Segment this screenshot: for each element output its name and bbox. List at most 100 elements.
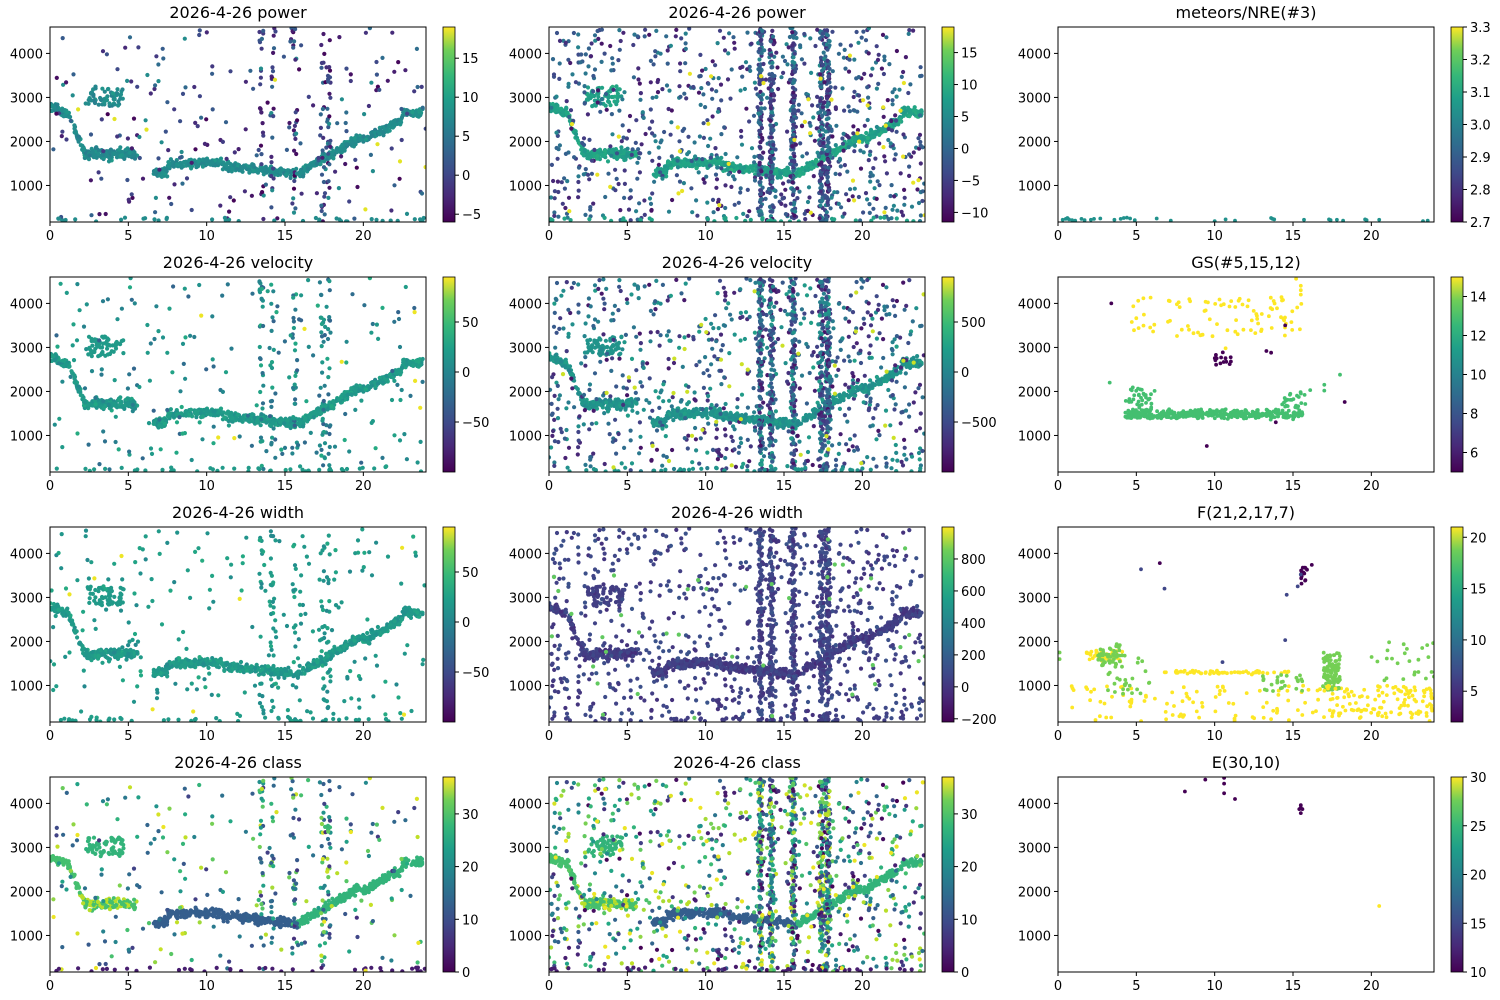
data-point xyxy=(748,68,753,73)
data-point xyxy=(759,51,764,56)
data-point xyxy=(568,218,573,222)
data-point xyxy=(125,78,130,83)
data-point xyxy=(620,123,625,128)
data-point xyxy=(51,147,56,152)
data-point xyxy=(291,210,297,215)
data-point xyxy=(260,190,265,195)
data-point xyxy=(780,196,785,201)
data-point xyxy=(564,111,569,116)
data-point xyxy=(423,165,426,170)
data-point xyxy=(282,339,287,344)
data-point xyxy=(101,335,106,340)
data-point xyxy=(767,47,772,53)
data-point xyxy=(557,76,562,81)
data-point xyxy=(579,52,584,57)
data-point xyxy=(566,57,571,62)
data-point xyxy=(59,134,64,139)
data-point xyxy=(269,328,274,333)
data-point xyxy=(273,391,278,396)
data-point xyxy=(234,166,239,171)
data-point xyxy=(617,108,622,113)
data-point xyxy=(362,303,367,308)
data-point xyxy=(318,385,323,390)
data-point xyxy=(586,64,591,69)
data-point xyxy=(178,389,183,394)
data-point xyxy=(98,95,103,101)
data-point xyxy=(293,110,298,115)
data-point xyxy=(261,172,266,177)
data-point xyxy=(795,196,800,201)
data-point xyxy=(140,456,145,461)
data-point xyxy=(390,368,395,374)
data-point xyxy=(718,82,724,87)
data-point xyxy=(73,217,78,222)
data-point xyxy=(415,460,420,465)
data-point xyxy=(846,104,851,109)
data-point xyxy=(575,138,580,143)
data-point xyxy=(237,434,242,439)
data-point xyxy=(419,84,424,89)
data-point xyxy=(615,99,620,104)
data-point xyxy=(324,304,329,309)
data-point xyxy=(758,192,763,197)
data-point xyxy=(338,219,344,222)
data-point xyxy=(256,167,261,172)
data-point xyxy=(410,110,415,115)
data-point xyxy=(613,167,618,172)
data-point xyxy=(576,45,581,50)
data-point xyxy=(631,42,636,48)
data-point xyxy=(177,415,182,420)
data-point xyxy=(549,105,554,110)
data-point xyxy=(195,124,200,129)
data-point xyxy=(1223,217,1228,222)
data-point xyxy=(89,213,94,218)
data-point xyxy=(852,186,857,191)
x-tick-label: 10 xyxy=(198,229,215,244)
data-point xyxy=(655,166,661,171)
data-point xyxy=(52,357,58,362)
data-point xyxy=(920,198,925,204)
data-point xyxy=(874,196,879,201)
data-point xyxy=(319,411,324,416)
data-point xyxy=(647,150,652,155)
data-point xyxy=(222,215,227,220)
data-point xyxy=(667,88,672,93)
data-point xyxy=(683,46,688,52)
data-point xyxy=(102,100,107,105)
data-point xyxy=(888,193,893,199)
data-point xyxy=(258,423,263,428)
data-point xyxy=(170,159,175,164)
colorbar xyxy=(941,26,955,223)
data-point xyxy=(824,96,830,101)
data-point xyxy=(284,147,289,152)
data-point xyxy=(687,71,693,76)
data-point xyxy=(420,105,425,110)
data-point xyxy=(768,106,774,111)
data-point xyxy=(781,181,786,186)
data-point xyxy=(71,72,76,77)
data-point xyxy=(605,159,611,164)
data-point xyxy=(693,154,698,159)
data-point xyxy=(713,172,719,177)
data-point xyxy=(326,195,331,200)
colorbar-tick-label: 15 xyxy=(961,47,978,62)
data-point xyxy=(890,98,895,103)
data-point xyxy=(868,179,873,184)
data-point xyxy=(819,85,824,90)
data-point xyxy=(269,301,274,306)
data-point xyxy=(319,203,324,208)
data-point xyxy=(613,188,618,193)
data-point xyxy=(861,29,866,34)
data-point xyxy=(303,417,308,423)
data-point xyxy=(68,114,73,120)
data-point xyxy=(759,196,764,202)
data-point xyxy=(792,213,797,218)
data-point xyxy=(293,136,298,141)
data-point xyxy=(807,195,812,200)
data-point xyxy=(661,168,666,173)
data-point xyxy=(158,447,163,452)
data-point xyxy=(54,111,59,116)
data-point xyxy=(200,437,205,442)
data-point xyxy=(89,354,94,359)
